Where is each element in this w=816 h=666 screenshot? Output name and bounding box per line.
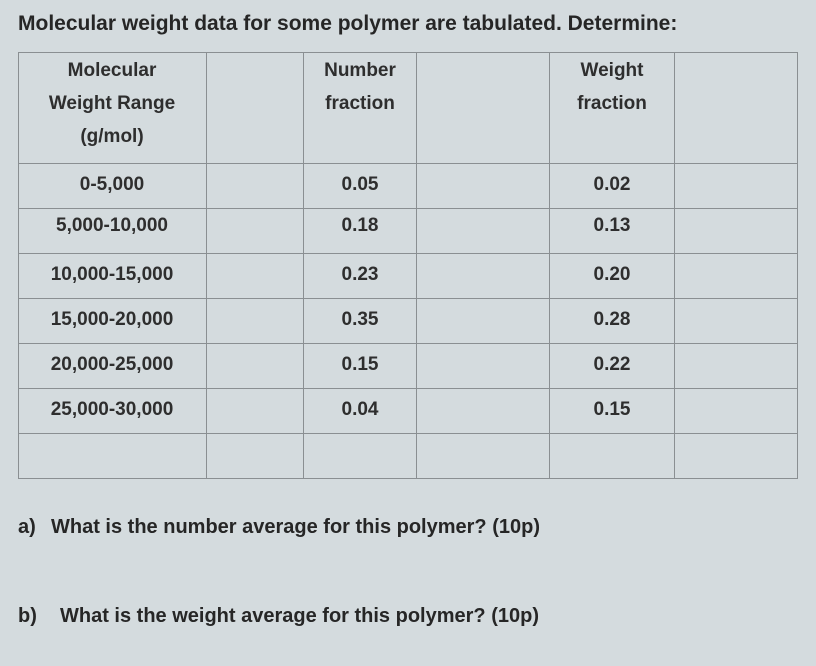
title: Molecular weight data for some polymer a… [18, 12, 678, 35]
table-cell: 0-5,000 [79, 174, 145, 195]
table-cell: 0.13 [593, 215, 631, 236]
table-cell: 0.04 [341, 399, 379, 420]
table-cell: 0.28 [593, 309, 631, 330]
column-header: Weight Range [48, 93, 176, 114]
table-cell: 0.15 [341, 354, 379, 375]
table-cell: 0.22 [593, 354, 631, 375]
table-cell: 0.02 [593, 174, 631, 195]
table-cell: 5,000-10,000 [56, 215, 168, 236]
table-cell: 0.15 [593, 399, 631, 420]
table-cell: 25,000-30,000 [50, 399, 174, 420]
table-cell: 0.35 [341, 309, 379, 330]
table-cell: 10,000-15,000 [50, 264, 174, 285]
table-cell: 0.20 [593, 264, 631, 285]
question-text: What is the weight average for this poly… [60, 605, 539, 627]
column-header: (g/mol) [80, 126, 144, 147]
column-header: fraction [577, 93, 647, 114]
question-label: b) [18, 605, 37, 627]
table-cell: 0.05 [341, 174, 379, 195]
table-cell: 0.23 [341, 264, 379, 285]
table-cell: 15,000-20,000 [50, 309, 174, 330]
column-header: Weight [580, 60, 644, 81]
column-header: Number [324, 60, 396, 81]
question-label: a) [18, 516, 36, 538]
question-text: What is the number average for this poly… [51, 516, 540, 538]
table-cell: 0.18 [341, 215, 379, 236]
column-header: fraction [325, 93, 395, 114]
table-cell: 20,000-25,000 [50, 354, 174, 375]
column-header: Molecular [67, 60, 157, 81]
